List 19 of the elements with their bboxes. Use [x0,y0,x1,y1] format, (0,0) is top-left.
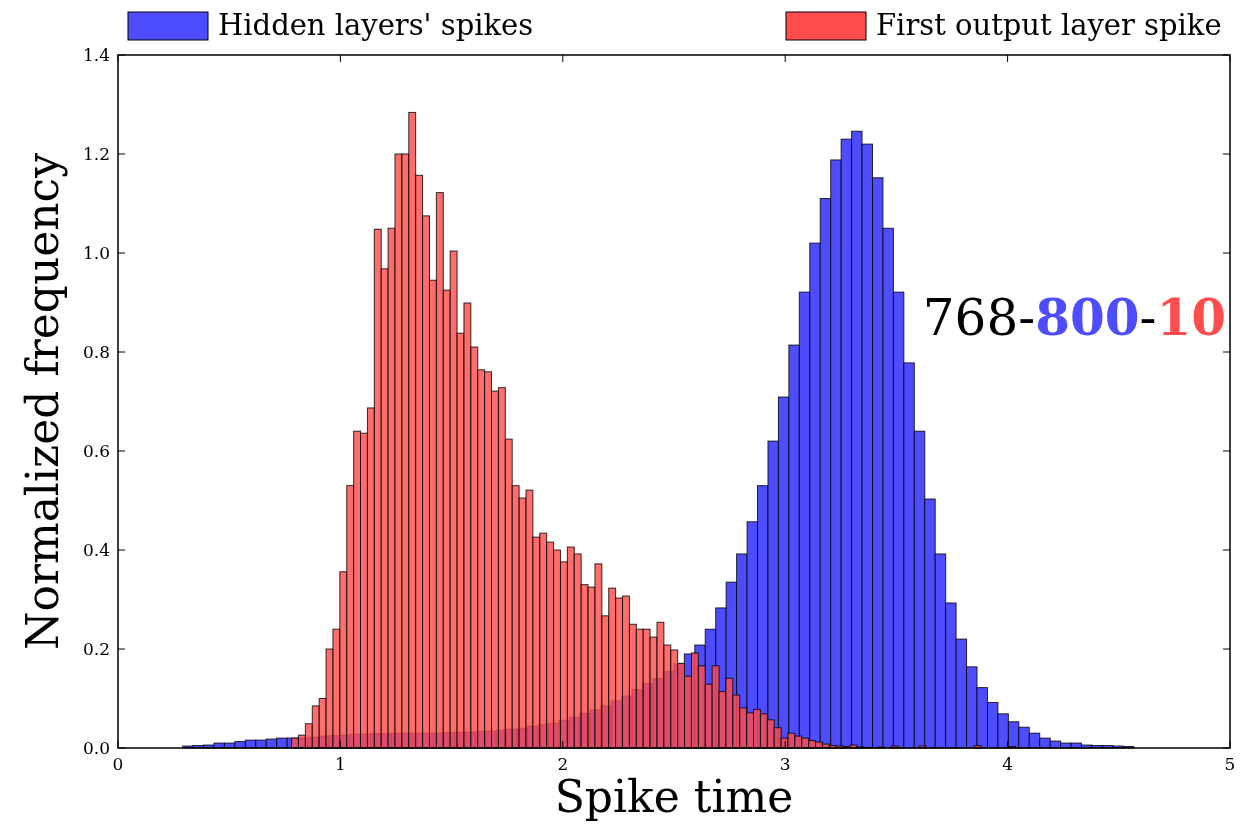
x-tick-label: 3 [779,754,791,774]
y-axis-title: Normalized frequency [17,152,68,651]
y-tick-label: 1.0 [82,242,110,263]
x-tick-label: 4 [1002,754,1014,774]
y-tick-label: 0.0 [82,737,110,758]
y-tick-label: 0.8 [82,341,110,362]
legend-label: First output layer spike [876,8,1222,42]
x-tick-label: 2 [557,754,569,774]
y-tick-label: 0.6 [82,440,110,461]
x-tick-label: 5 [1224,754,1236,774]
legend-label: Hidden layers' spikes [218,8,534,42]
annotation: 768-800-10 [922,288,1226,347]
x-tick-label: 0 [112,754,124,774]
x-tick-label: 1 [334,754,346,774]
x-axis-title: Spike time [554,771,794,822]
y-tick-label: 0.2 [82,638,110,659]
y-tick-label: 1.4 [82,44,110,65]
y-tick-label: 1.2 [82,143,110,164]
y-tick-label: 0.4 [82,539,110,560]
